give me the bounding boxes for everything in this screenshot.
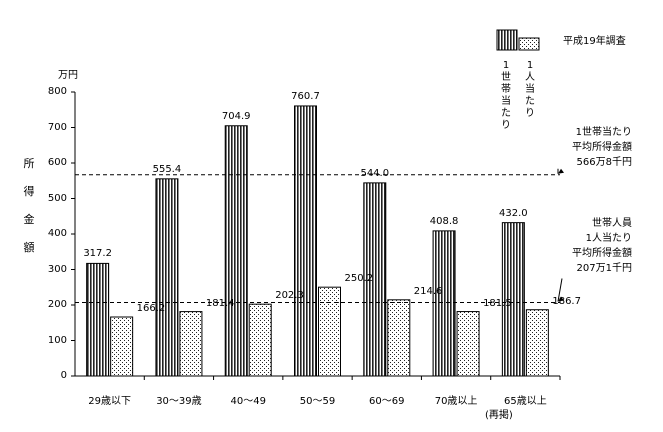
value-label-person: 214.6 xyxy=(413,285,443,297)
bar-person xyxy=(179,311,203,377)
value-label-household: 760.7 xyxy=(291,90,320,102)
x-tick-label: 60～69 xyxy=(369,396,405,407)
value-label-person: 181.4 xyxy=(205,297,235,309)
reference-arrowhead xyxy=(558,168,564,174)
bar-person xyxy=(387,299,411,377)
y-tick-label: 200 xyxy=(47,299,67,310)
reference-arrowhead xyxy=(558,296,564,302)
bar-household xyxy=(501,222,525,377)
value-label-household: 317.2 xyxy=(83,248,112,260)
y-tick-label: 500 xyxy=(47,192,67,204)
y-tick-label: 700 xyxy=(47,121,67,133)
x-tick-label: 65歳以上 xyxy=(503,396,547,407)
y-tick-label: 0 xyxy=(60,370,67,381)
reference-line-label: 207万1千円 xyxy=(576,263,632,275)
y-tick-label: 800 xyxy=(47,86,67,97)
bar-household xyxy=(294,105,317,377)
bar-household xyxy=(363,182,387,377)
value-label-person: 250.2 xyxy=(344,273,374,285)
value-label-person: 166.2 xyxy=(136,302,166,314)
reference-arrow xyxy=(557,278,563,302)
x-tick-label: 29歳以下 xyxy=(88,396,131,407)
value-label-household: 408.8 xyxy=(429,215,459,227)
x-tick-label: 40～49 xyxy=(230,396,266,407)
bar-person xyxy=(525,309,549,377)
bar-household xyxy=(155,178,179,377)
value-label-household: 544.0 xyxy=(360,167,390,179)
value-label-person: 181.5 xyxy=(483,297,512,309)
bar-person xyxy=(110,316,134,377)
x-tick-label: 30～39歳 xyxy=(156,396,202,407)
reference-line-label: 平均所得金額 xyxy=(572,248,632,260)
bars xyxy=(86,105,549,377)
reference-lines xyxy=(75,168,564,303)
value-label-household: 432.0 xyxy=(499,207,528,219)
bar-person xyxy=(318,286,341,377)
value-label-household: 555.4 xyxy=(152,163,182,175)
bar-household xyxy=(86,262,110,377)
legend-swatch-person xyxy=(518,37,540,51)
bar-household xyxy=(432,230,456,377)
bar-person xyxy=(248,303,272,377)
y-tick-label: 600 xyxy=(47,157,67,168)
legend xyxy=(496,29,540,51)
y-tick-label: 100 xyxy=(47,334,67,346)
category-note: (再掲) xyxy=(485,410,513,421)
y-tick-label: 400 xyxy=(47,228,67,239)
value-label-household: 704.9 xyxy=(221,110,251,122)
reference-line-label: 1人当たり xyxy=(585,233,632,245)
bar-household xyxy=(224,125,248,377)
x-tick-label: 50～59 xyxy=(299,396,336,407)
reference-line-label: 世帯人員 xyxy=(592,218,632,230)
reference-line-label: 1世帯当たり xyxy=(575,126,632,138)
x-tick-label: 70歳以上 xyxy=(434,396,478,407)
bar-person xyxy=(456,311,480,377)
survey-note: 平成19年調査 xyxy=(563,36,626,47)
y-unit-label: 万円 xyxy=(58,70,78,81)
y-axis-title: 所得金額 xyxy=(23,157,35,254)
reference-line-label: 平均所得金額 xyxy=(572,141,632,153)
y-tick-label: 300 xyxy=(47,263,67,275)
value-label-person: 186.7 xyxy=(552,295,581,307)
legend-swatch-household xyxy=(496,29,518,51)
reference-line-label: 566万8千円 xyxy=(576,156,632,168)
value-label-person: 202.3 xyxy=(275,290,304,302)
